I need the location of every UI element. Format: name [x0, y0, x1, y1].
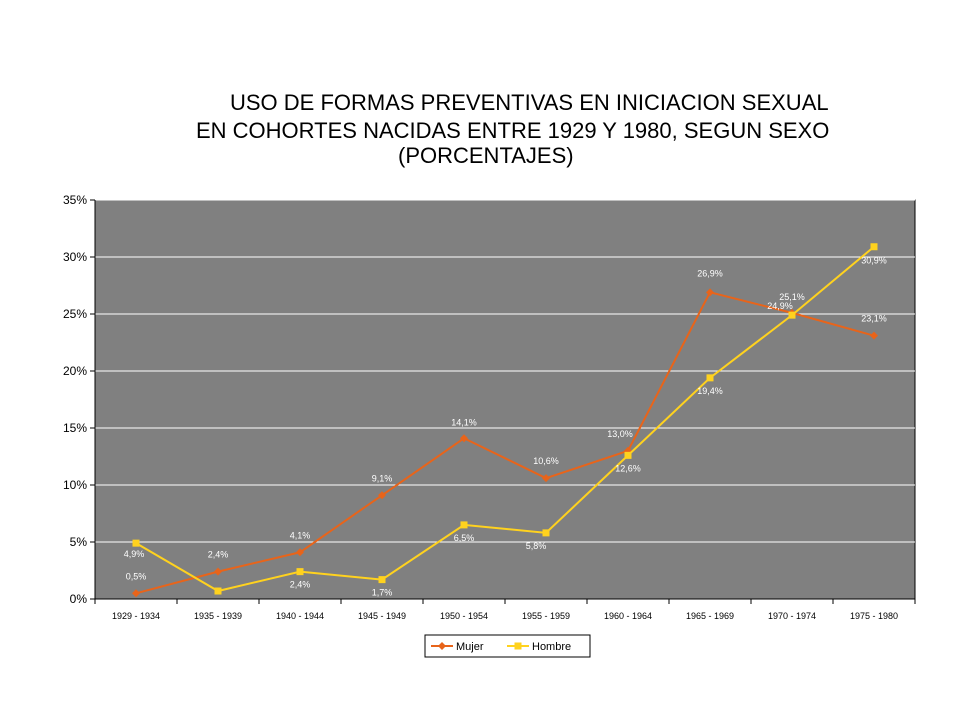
- data-label-hombre: 4,9%: [124, 549, 145, 559]
- legend-marker-hombre: [514, 642, 522, 650]
- series-line-mujer: [135, 291, 875, 595]
- y-tick-label: 30%: [63, 250, 87, 264]
- point-hombre: [706, 374, 714, 382]
- x-tick-label: 1935 - 1939: [194, 611, 242, 621]
- x-tick-label: 1965 - 1969: [686, 611, 734, 621]
- point-mujer: [296, 548, 304, 557]
- data-label-mujer: 13,0%: [607, 429, 633, 439]
- data-label-mujer: 23,1%: [861, 314, 887, 324]
- data-label-mujer: 2,4%: [208, 550, 229, 560]
- data-label-mujer: 9,1%: [372, 473, 393, 483]
- x-tick-label: 1960 - 1964: [604, 611, 652, 621]
- x-tick-label: 1970 - 1974: [768, 611, 816, 621]
- x-tick-label: 1950 - 1954: [440, 611, 488, 621]
- point-mujer: [706, 288, 714, 297]
- point-hombre: [132, 539, 140, 547]
- data-label-hombre: 5,8%: [526, 541, 547, 551]
- point-hombre: [542, 529, 550, 537]
- point-hombre: [296, 568, 304, 576]
- data-label-mujer: 10,6%: [533, 456, 559, 466]
- data-label-hombre: 12,6%: [615, 463, 641, 473]
- point-mujer: [214, 567, 222, 576]
- y-tick-label: 0%: [70, 592, 88, 606]
- data-label-hombre: 1,7%: [372, 588, 393, 598]
- chart-title-line-1: USO DE FORMAS PREVENTIVAS EN INICIACION …: [230, 90, 829, 115]
- data-label-mujer: 25,1%: [779, 292, 805, 302]
- legend-label-mujer: Mujer: [456, 641, 484, 653]
- y-tick-label: 20%: [63, 364, 87, 378]
- plot-area: [94, 199, 916, 600]
- y-tick-label: 5%: [70, 535, 88, 549]
- chart-title-line-2: EN COHORTES NACIDAS ENTRE 1929 Y 1980, S…: [196, 118, 830, 143]
- point-mujer: [542, 474, 550, 483]
- chart-title-line-3: (PORCENTAJES): [398, 143, 574, 168]
- y-tick-label: 35%: [63, 193, 87, 207]
- point-mujer: [870, 331, 878, 340]
- point-mujer: [378, 491, 386, 500]
- data-label-hombre: 30,9%: [861, 256, 887, 266]
- data-label-mujer: 14,1%: [451, 417, 477, 427]
- point-hombre: [460, 521, 468, 529]
- point-hombre: [624, 451, 632, 459]
- point-hombre: [214, 587, 222, 595]
- data-label-mujer: 0,5%: [126, 571, 147, 581]
- data-label-hombre: 2,4%: [290, 580, 311, 590]
- legend-marker-mujer: [438, 642, 446, 650]
- x-tick-label: 1975 - 1980: [850, 611, 898, 621]
- data-label-hombre: 6,5%: [454, 533, 475, 543]
- x-tick-label: 1945 - 1949: [358, 611, 406, 621]
- y-tick-label: 10%: [63, 478, 87, 492]
- legend-label-hombre: Hombre: [532, 641, 571, 653]
- data-label-hombre: 24,9%: [767, 301, 793, 311]
- y-tick-label: 15%: [63, 421, 87, 435]
- x-tick-label: 1955 - 1959: [522, 611, 570, 621]
- point-hombre: [870, 243, 878, 251]
- data-label-hombre: 19,4%: [697, 386, 723, 396]
- data-label-mujer: 4,1%: [290, 530, 311, 540]
- y-tick-label: 25%: [63, 307, 87, 321]
- series-line-hombre: [135, 245, 875, 593]
- data-label-mujer: 26,9%: [697, 268, 723, 278]
- point-mujer: [132, 589, 140, 598]
- x-tick-label: 1940 - 1944: [276, 611, 324, 621]
- x-tick-label: 1929 - 1934: [112, 611, 160, 621]
- point-hombre: [378, 576, 386, 584]
- point-hombre: [788, 311, 796, 319]
- point-mujer: [460, 434, 468, 443]
